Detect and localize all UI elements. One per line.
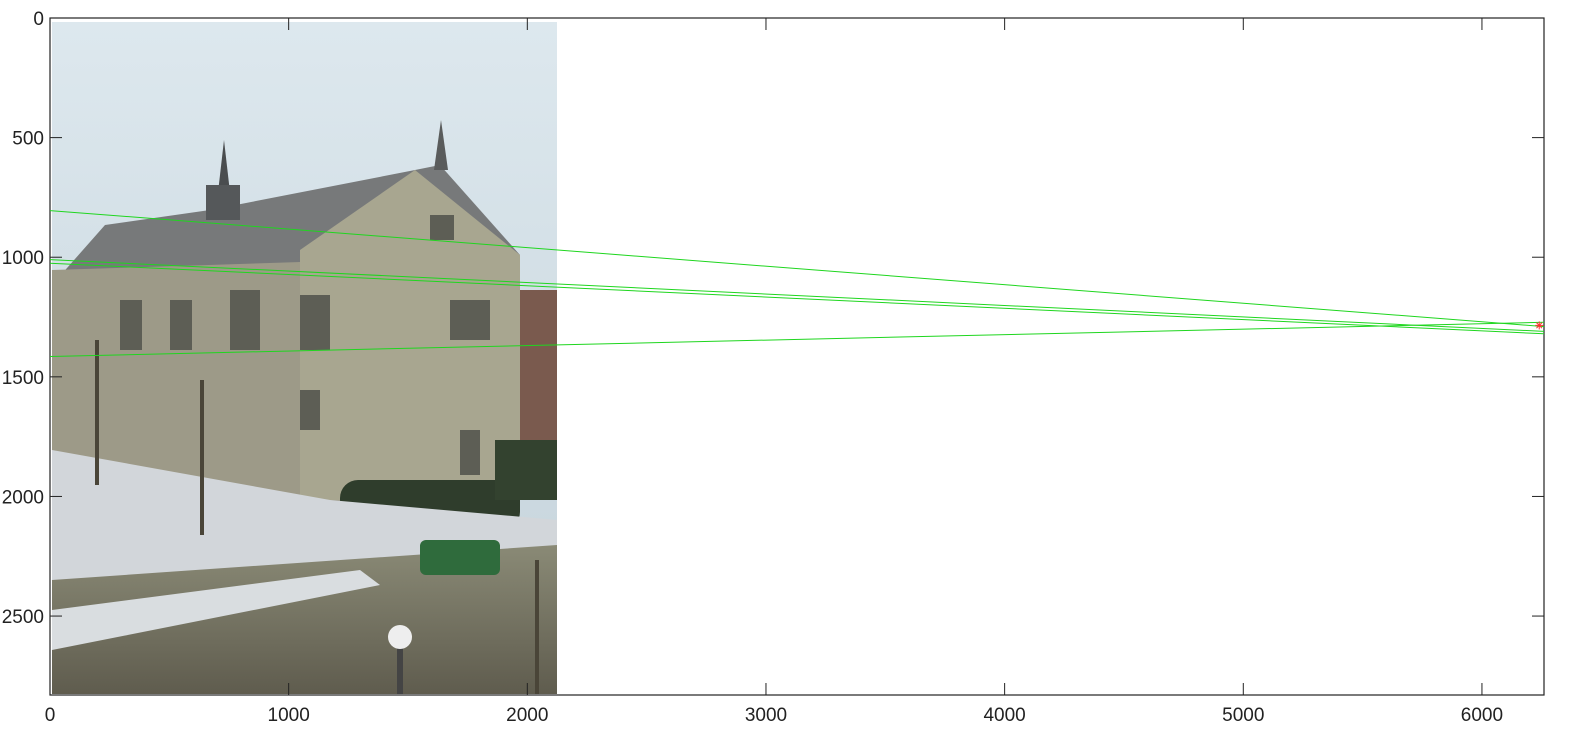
y-tick-label: 1000	[2, 248, 44, 269]
building-photo	[52, 22, 557, 694]
x-tick-label: 0	[45, 705, 56, 726]
x-tick-label: 4000	[983, 705, 1025, 726]
x-axis: 0 1000 2000 3000 4000 5000 6000	[45, 18, 1503, 726]
epipolar-lines	[50, 210, 1544, 357]
y-tick-label: 2500	[2, 607, 44, 628]
y-tick-label: 0	[33, 9, 44, 30]
epipolar-line-1	[50, 210, 1544, 328]
epipolar-line-3	[50, 262, 1544, 335]
epipole-points	[1535, 321, 1544, 330]
x-tick-label: 5000	[1222, 705, 1264, 726]
y-tick-label: 500	[12, 129, 44, 150]
y-axis: 0 500 1000 1500 2000 2500	[2, 9, 1544, 628]
epipolar-line-2	[50, 259, 1544, 332]
x-tick-label: 1000	[268, 705, 310, 726]
epipole-point-1	[1535, 321, 1544, 330]
x-tick-label: 6000	[1461, 705, 1503, 726]
x-tick-label: 3000	[745, 705, 787, 726]
x-tick-label: 2000	[506, 705, 548, 726]
y-tick-label: 2000	[2, 487, 44, 508]
epipolar-line-4	[50, 321, 1544, 357]
y-tick-label: 1500	[2, 368, 44, 389]
